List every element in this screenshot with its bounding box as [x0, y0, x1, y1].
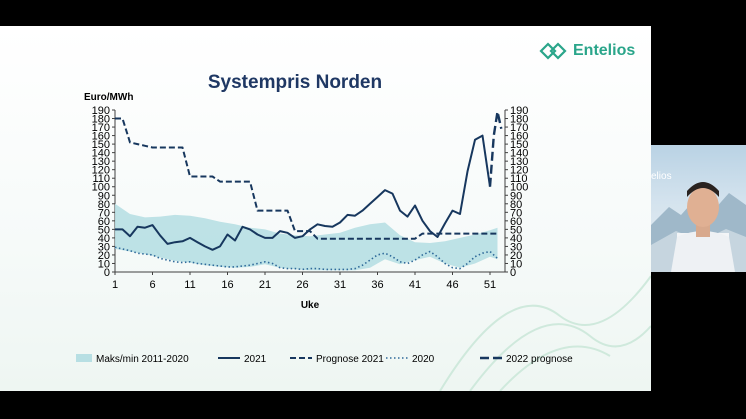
- y-tick-label-left: 100: [92, 182, 110, 194]
- y-tick-label-right: 170: [510, 122, 528, 134]
- y-tick-label-left: 30: [98, 241, 110, 253]
- entelios-logo-icon: [539, 42, 567, 60]
- series-line-2022-prognose: [488, 110, 503, 187]
- legend-label-2020: 2020: [412, 354, 435, 365]
- legend-label-2022-prognose: 2022 prognose: [506, 354, 573, 365]
- presenter-video: elios: [651, 145, 746, 272]
- y-tick-label-right: 50: [510, 224, 522, 236]
- brand-logo: Entelios: [539, 39, 635, 63]
- x-tick-label: 41: [409, 279, 421, 291]
- y-tick-label-left: 150: [92, 139, 110, 151]
- y-tick-label-right: 10: [510, 258, 522, 270]
- y-tick-label-right: 40: [510, 233, 522, 245]
- y-tick-label-right: 140: [510, 148, 528, 160]
- y-axis-label: Euro/MWh: [84, 92, 133, 103]
- x-axis-label: Uke: [301, 300, 320, 311]
- y-tick-label-right: 90: [510, 190, 522, 202]
- x-tick-label: 46: [446, 279, 458, 291]
- y-tick-label-left: 180: [92, 114, 110, 126]
- y-tick-label-left: 170: [92, 122, 110, 134]
- y-tick-label-left: 20: [98, 250, 110, 262]
- y-tick-label-left: 110: [92, 173, 110, 185]
- x-tick-label: 31: [334, 279, 346, 291]
- y-tick-label-left: 80: [98, 199, 110, 211]
- y-tick-label-right: 130: [510, 156, 528, 168]
- x-tick-label: 51: [484, 279, 496, 291]
- y-tick-label-right: 150: [510, 139, 528, 151]
- chart-title: Systempris Norden: [208, 72, 382, 93]
- legend-label-2021: 2021: [244, 354, 267, 365]
- x-tick-label: 16: [221, 279, 233, 291]
- y-tick-label-right: 160: [510, 131, 528, 143]
- y-tick-label-right: 20: [510, 250, 522, 262]
- x-tick-label: 21: [259, 279, 271, 291]
- y-tick-label-left: 60: [98, 216, 110, 228]
- x-tick-label: 6: [149, 279, 155, 291]
- y-tick-label-right: 120: [510, 165, 528, 177]
- y-tick-label-left: 130: [92, 156, 110, 168]
- y-tick-label-left: 160: [92, 131, 110, 143]
- series-line-prognose-2021: [115, 117, 498, 240]
- y-tick-label-left: 140: [92, 148, 110, 160]
- y-tick-label-left: 50: [98, 224, 110, 236]
- y-tick-label-left: 190: [92, 105, 110, 117]
- presenter-image: [651, 182, 746, 272]
- x-tick-label: 11: [184, 279, 195, 291]
- y-tick-label-left: 120: [92, 165, 110, 177]
- y-tick-label-right: 0: [510, 267, 516, 279]
- y-tick-label-left: 40: [98, 233, 110, 245]
- presentation-slide: Entelios Systempris Norden Euro/MWh Uke 0 0 1…: [0, 26, 651, 391]
- y-tick-label-right: 190: [510, 105, 528, 117]
- brand-name: Entelios: [573, 42, 636, 59]
- y-tick-label-right: 180: [510, 114, 528, 126]
- y-tick-label-left: 70: [98, 207, 110, 219]
- y-tick-label-right: 100: [510, 182, 528, 194]
- x-tick-label: 1: [112, 279, 118, 291]
- series-band-maks-min-2011-2020: [115, 203, 498, 271]
- legend-label-maks-min-2011-2020: Maks/min 2011-2020: [96, 354, 189, 365]
- background-decoration: [439, 275, 651, 391]
- y-tick-label-right: 110: [510, 173, 528, 185]
- y-tick-label-right: 60: [510, 216, 522, 228]
- video-label: elios: [651, 171, 672, 182]
- x-tick-label: 36: [371, 279, 383, 291]
- y-tick-label-left: 10: [98, 258, 110, 270]
- x-tick-label: 26: [296, 279, 308, 291]
- y-tick-label-right: 70: [510, 207, 522, 219]
- y-tick-label-right: 80: [510, 199, 522, 211]
- y-tick-label-right: 30: [510, 241, 522, 253]
- legend-label-prognose-2021: Prognose 2021: [316, 354, 384, 365]
- series-line-2021: [115, 134, 491, 251]
- y-tick-label-left: 90: [98, 190, 110, 202]
- y-tick-label-left: 0: [104, 267, 110, 279]
- legend-swatch-maks-min-2011-2020: [76, 354, 92, 362]
